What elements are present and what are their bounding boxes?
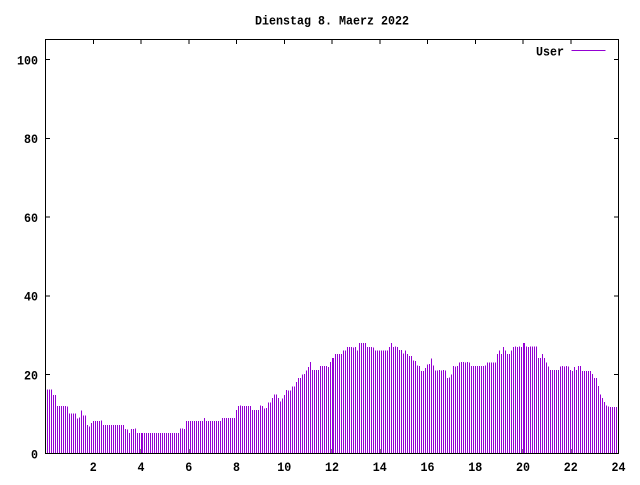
svg-text:6: 6: [185, 460, 192, 475]
svg-text:16: 16: [421, 460, 435, 475]
svg-text:0: 0: [31, 447, 38, 462]
svg-text:60: 60: [24, 211, 38, 226]
svg-text:80: 80: [24, 132, 38, 147]
svg-text:20: 20: [516, 460, 530, 475]
svg-text:14: 14: [373, 460, 387, 475]
svg-text:10: 10: [277, 460, 291, 475]
svg-text:12: 12: [325, 460, 339, 475]
svg-text:Dienstag 8. Maerz 2022: Dienstag 8. Maerz 2022: [255, 14, 409, 29]
svg-text:2: 2: [90, 460, 97, 475]
svg-text:20: 20: [24, 369, 38, 384]
svg-text:4: 4: [138, 460, 145, 475]
svg-text:8: 8: [233, 460, 240, 475]
svg-text:100: 100: [17, 53, 38, 68]
svg-text:22: 22: [564, 460, 578, 475]
svg-text:40: 40: [24, 290, 38, 305]
svg-text:24: 24: [612, 460, 626, 475]
svg-text:User: User: [536, 44, 564, 59]
svg-text:18: 18: [468, 460, 482, 475]
